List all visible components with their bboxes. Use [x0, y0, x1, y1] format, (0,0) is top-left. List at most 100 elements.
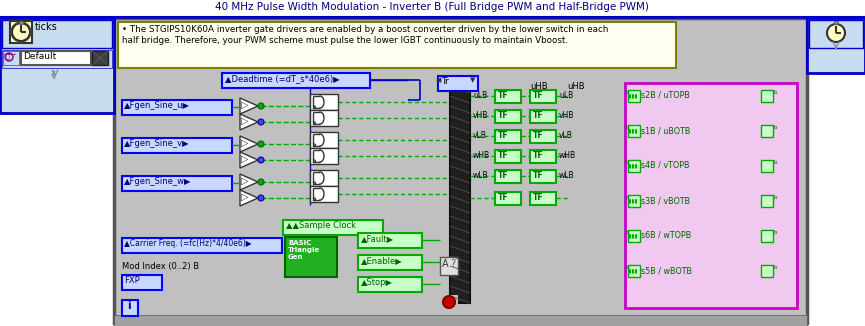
Bar	[310, 186, 338, 202]
Bar	[495, 150, 521, 163]
Text: b: b	[774, 160, 778, 165]
Text: TF: TF	[533, 131, 543, 141]
Text: ▲Stop▶: ▲Stop▶	[361, 278, 393, 287]
Text: vLB: vLB	[559, 131, 573, 140]
Text: b: b	[626, 160, 630, 165]
Circle shape	[258, 141, 264, 147]
Text: A: A	[442, 259, 449, 269]
Bar	[628, 90, 640, 102]
Bar	[625, 83, 797, 308]
Bar	[761, 265, 773, 277]
Bar	[122, 238, 282, 253]
Text: TF: TF	[533, 171, 543, 181]
Bar	[761, 125, 773, 137]
Bar	[2, 50, 112, 68]
Text: TF: TF	[533, 152, 543, 160]
Bar	[114, 315, 807, 326]
Text: TF: TF	[533, 111, 543, 121]
Bar	[440, 295, 458, 309]
Polygon shape	[240, 174, 258, 190]
Text: uLB: uLB	[473, 91, 487, 100]
Bar	[438, 76, 478, 91]
Text: ▲Fgen_Sine_v▶: ▲Fgen_Sine_v▶	[124, 139, 189, 148]
Circle shape	[258, 157, 264, 163]
Bar	[809, 20, 863, 48]
Bar	[285, 237, 337, 277]
Polygon shape	[240, 152, 258, 168]
Text: half bridge. Therefore, your PWM scheme must pulse the lower IGBT continuously t: half bridge. Therefore, your PWM scheme …	[122, 36, 568, 45]
Bar	[530, 130, 556, 143]
Bar	[310, 170, 338, 186]
Text: TF: TF	[498, 92, 509, 100]
Text: uHB: uHB	[567, 82, 585, 91]
Bar	[310, 94, 338, 110]
Text: ▲Fgen_Sine_w▶: ▲Fgen_Sine_w▶	[124, 177, 191, 186]
Text: vLB: vLB	[473, 131, 487, 140]
Text: TF: TF	[533, 92, 543, 100]
Bar	[530, 170, 556, 183]
Text: ticks: ticks	[35, 22, 58, 32]
Bar	[530, 192, 556, 205]
Text: ▲Fgen_Sine_u▶: ▲Fgen_Sine_u▶	[124, 101, 190, 110]
Text: b: b	[626, 125, 630, 130]
Text: vHB: vHB	[473, 111, 489, 120]
Text: wHB: wHB	[559, 151, 576, 160]
Bar	[834, 21, 838, 24]
Bar	[761, 90, 773, 102]
Polygon shape	[240, 98, 258, 114]
Circle shape	[258, 119, 264, 125]
Text: s5B / wBOTB: s5B / wBOTB	[641, 266, 692, 275]
Polygon shape	[240, 136, 258, 152]
Text: b: b	[774, 195, 778, 200]
Text: s1B / uBOTB: s1B / uBOTB	[641, 126, 690, 135]
Text: ▷: ▷	[241, 192, 248, 202]
Bar	[21, 51, 91, 65]
Circle shape	[827, 24, 845, 42]
Bar	[122, 138, 232, 153]
Bar	[440, 257, 458, 275]
Bar	[122, 176, 232, 191]
Text: i: i	[127, 301, 131, 311]
Text: ▲Deadtime (=dT_s*40e6)▶: ▲Deadtime (=dT_s*40e6)▶	[225, 74, 340, 83]
Bar	[628, 160, 640, 172]
Text: b: b	[774, 90, 778, 95]
Text: ▼: ▼	[470, 77, 476, 83]
Bar	[3, 51, 19, 65]
Text: uHB: uHB	[530, 82, 548, 91]
Bar	[628, 125, 640, 137]
Text: s6B / wTOPB: s6B / wTOPB	[641, 231, 691, 240]
Bar	[495, 130, 521, 143]
Text: TF: TF	[498, 194, 509, 202]
Text: b: b	[774, 125, 778, 130]
Text: ❮: ❮	[50, 70, 57, 79]
Text: vHB: vHB	[559, 111, 574, 120]
Bar	[628, 230, 640, 242]
Bar	[283, 220, 383, 235]
Text: • The STGIPS10K60A inverter gate drivers are enabled by a boost converter driven: • The STGIPS10K60A inverter gate drivers…	[122, 25, 608, 34]
Bar	[761, 230, 773, 242]
Bar	[495, 170, 521, 183]
Text: ▲Enable▶: ▲Enable▶	[361, 256, 403, 265]
Circle shape	[258, 179, 264, 185]
Text: wLB: wLB	[473, 171, 489, 180]
Text: ▷: ▷	[241, 176, 248, 186]
Text: s3B / vBOTB: s3B / vBOTB	[641, 196, 690, 205]
Text: wLB: wLB	[559, 171, 574, 180]
Text: uLB: uLB	[559, 91, 573, 100]
Text: ▲▲Sample Clock: ▲▲Sample Clock	[286, 221, 356, 230]
Bar	[530, 110, 556, 123]
Text: ⏱: ⏱	[6, 52, 10, 59]
Polygon shape	[240, 114, 258, 130]
Bar	[118, 22, 676, 68]
Text: TF: TF	[533, 194, 543, 202]
Bar	[0, 0, 865, 18]
Bar	[495, 90, 521, 103]
Bar	[450, 83, 470, 303]
Bar	[92, 51, 108, 65]
Circle shape	[258, 103, 264, 109]
Bar	[807, 18, 865, 73]
Text: Default: Default	[23, 52, 56, 61]
Circle shape	[258, 195, 264, 201]
Text: ▷: ▷	[241, 116, 248, 126]
Bar	[310, 148, 338, 164]
